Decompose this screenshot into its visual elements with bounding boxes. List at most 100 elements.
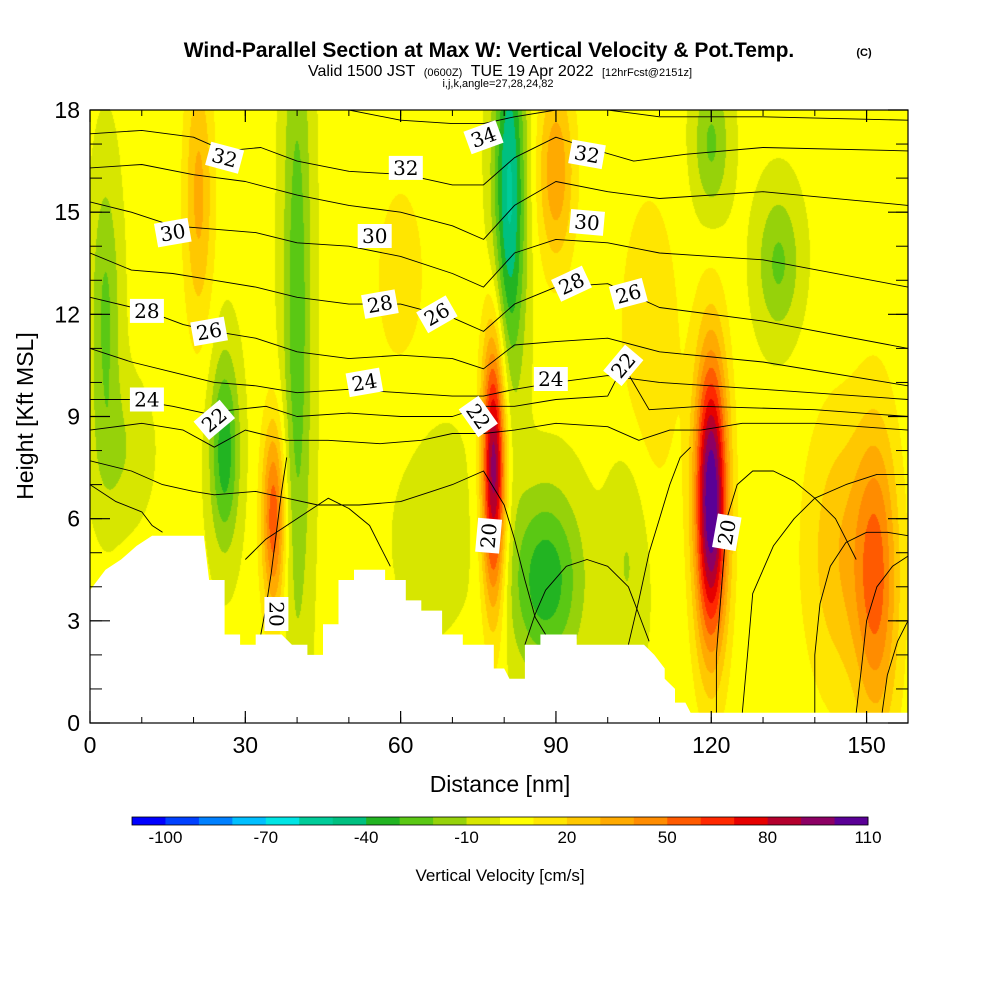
contour-label-box [712, 513, 742, 552]
y-tick-label: 15 [54, 199, 80, 225]
colorbar-swatch [566, 817, 601, 825]
contour-label: 24 [533, 367, 568, 391]
colorbar-swatch [332, 817, 367, 825]
theta-contour-line [814, 531, 908, 713]
axis-ticks: 0 30 60 90 120 150 0 3 6 9 12 15 18 [54, 97, 908, 758]
y-tick-label: 3 [67, 608, 80, 634]
y-axis-label: Height [Kft MSL] [12, 332, 38, 499]
contour-label-text: 32 [393, 156, 418, 180]
y-tick-label: 18 [54, 97, 80, 123]
x-tick-label: 60 [388, 732, 414, 758]
contour-label: 20 [712, 513, 742, 552]
colorbar-swatch [734, 817, 769, 825]
contour-label-box [463, 120, 504, 155]
chart-indices: i,j,k,angle=27,28,24,82 [442, 78, 553, 90]
colorbar-swatch [500, 817, 534, 825]
y-tick-label: 0 [67, 710, 80, 736]
contour-label-text: 28 [365, 290, 394, 318]
contour-label-box [603, 344, 644, 387]
contour-label-box [361, 289, 399, 319]
colorbar: -100 -70 -40 -10 20 50 80 110 [131, 816, 882, 847]
colorbar-swatch [466, 817, 501, 825]
contour-label-box [153, 217, 192, 248]
contour-label-text: 24 [538, 367, 563, 391]
contour-label-text: 24 [134, 388, 159, 412]
contour-label: 24 [345, 367, 384, 398]
colorbar-tick-label: 20 [557, 828, 576, 847]
y-tick-label: 9 [67, 404, 80, 430]
contour-label-box [129, 387, 164, 412]
theta-contour-line [741, 473, 908, 713]
subtitle-date: TUE 19 Apr 2022 [471, 63, 594, 80]
colorbar-tick-label: 110 [854, 828, 881, 847]
theta-contour-line [244, 497, 391, 567]
colorbar-swatch [198, 817, 233, 825]
colorbar-swatch [232, 817, 267, 825]
theta-contour-line [90, 422, 908, 448]
y-tick-label: 12 [54, 301, 80, 327]
theta-contour-line [90, 164, 908, 240]
colorbar-swatch [533, 817, 568, 825]
colorbar-swatch [132, 817, 166, 825]
colorbar-swatch [767, 817, 802, 825]
contour-label-text: 20 [476, 522, 502, 549]
contour-label-box [458, 395, 498, 438]
colorbar-swatch [366, 817, 401, 825]
colorbar-tick-label: -40 [354, 828, 379, 847]
contour-label-box [193, 399, 236, 441]
contour-label-box [608, 277, 648, 310]
theta-contour-line [855, 555, 908, 713]
contour-label-box [190, 316, 228, 347]
colorbar-swatch [633, 817, 668, 825]
contour-label-box [475, 517, 503, 554]
theta-contour-line [881, 620, 908, 713]
colorbar-swatch [433, 817, 468, 825]
colorbar-swatch [299, 817, 334, 825]
theta-contour-line [524, 559, 650, 645]
subtitle-utc: (0600Z) [424, 67, 463, 79]
contour-label-box [568, 139, 606, 170]
x-tick-label: 150 [847, 732, 885, 758]
chart-subtitle: Valid 1500 JST (0600Z) TUE 19 Apr 2022 [… [308, 63, 692, 80]
chart-title: Wind-Parallel Section at Max W: Vertical… [184, 39, 795, 62]
contour-label-text: 32 [572, 140, 601, 168]
theta-contour-line [90, 484, 163, 533]
colorbar-swatch [700, 817, 735, 825]
contour-label-box [416, 295, 458, 334]
colorbar-swatch [399, 817, 434, 825]
x-tick-label: 120 [692, 732, 730, 758]
x-tick-label: 0 [84, 732, 97, 758]
subtitle-valid: Valid 1500 JST [308, 63, 416, 80]
contour-label: 30 [569, 208, 605, 236]
contour-label: 32 [568, 139, 606, 170]
colorbar-frame [131, 816, 869, 826]
contour-label-text: 26 [194, 317, 223, 345]
contour-label-text: 20 [713, 518, 741, 547]
contour-label-text: 30 [573, 209, 600, 235]
contour-label: 28 [129, 298, 164, 323]
terrain-mask [90, 535, 908, 723]
y-tick-label: 6 [67, 506, 80, 532]
contour-label-box [264, 597, 289, 631]
theta-contour-line [90, 460, 546, 635]
contour-label-box [388, 155, 423, 180]
contour-label-text: 20 [264, 601, 288, 626]
colorbar-swatch [165, 817, 200, 825]
contour-label-box [533, 367, 568, 391]
contour-label-box [345, 367, 384, 398]
contour-label-box [569, 208, 605, 236]
colorbar-title: Vertical Velocity [cm/s] [415, 866, 584, 885]
x-tick-label: 90 [543, 732, 569, 758]
contour-label-box [551, 265, 592, 302]
theta-contour-line [90, 110, 908, 125]
contour-label: 24 [129, 387, 164, 412]
colorbar-swatch [600, 817, 635, 825]
contour-label: 30 [357, 224, 392, 248]
contour-label: 26 [190, 316, 228, 347]
x-tick-label: 30 [233, 732, 259, 758]
subtitle-forecast: [12hrFcst@2151z] [602, 67, 692, 79]
colorbar-swatch [265, 817, 300, 825]
